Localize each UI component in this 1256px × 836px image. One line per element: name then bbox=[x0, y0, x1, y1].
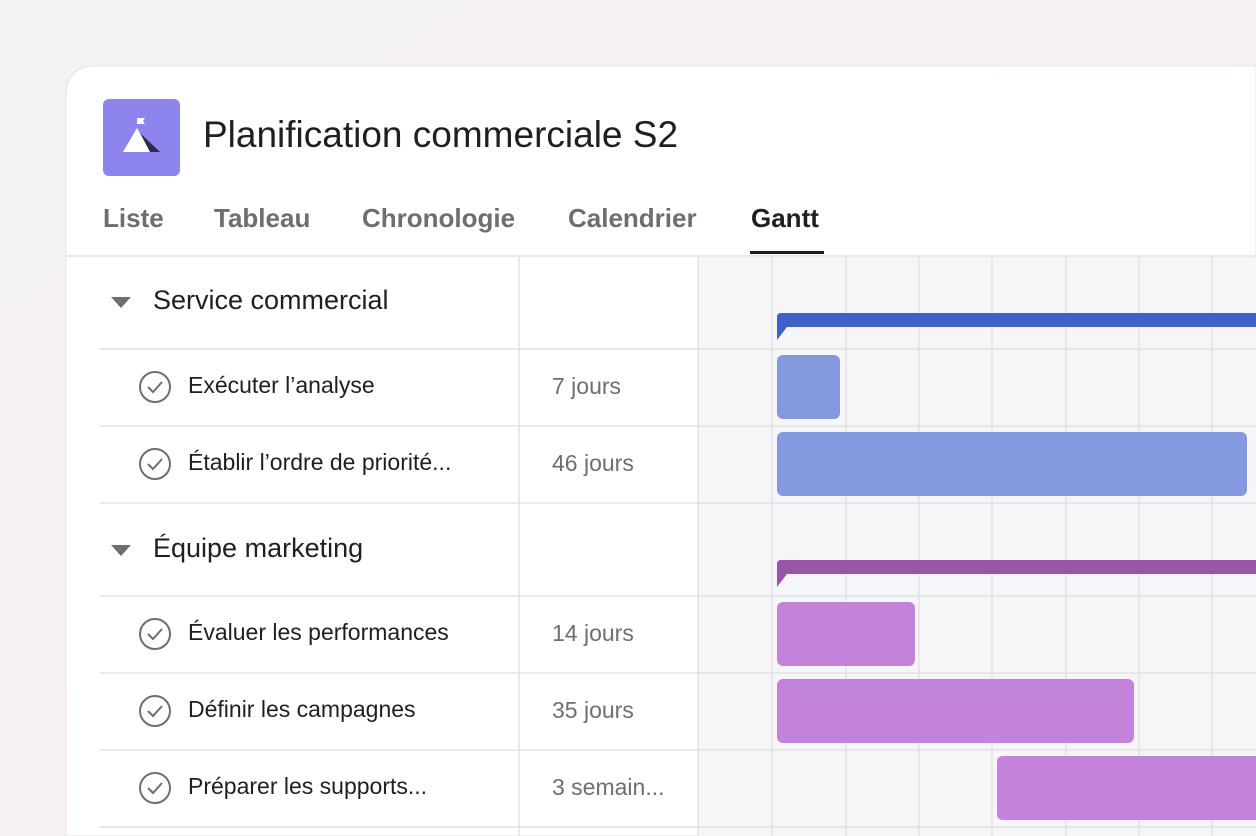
section-name: Service commercial bbox=[153, 285, 389, 315]
task-name: Préparer les supports... bbox=[188, 773, 427, 799]
project-title: Planification commerciale S2 bbox=[203, 114, 678, 155]
task-duration: 35 jours bbox=[552, 697, 634, 723]
row-dividers bbox=[99, 348, 1256, 828]
task-bar[interactable] bbox=[777, 679, 1134, 743]
task-bar[interactable] bbox=[997, 756, 1256, 820]
task-bar[interactable] bbox=[777, 602, 915, 666]
icon-mountain bbox=[123, 128, 151, 152]
tab[interactable]: Calendrier bbox=[568, 203, 697, 233]
task-duration: 14 jours bbox=[552, 620, 634, 646]
gantt-area bbox=[698, 257, 1256, 836]
check-icon[interactable] bbox=[139, 695, 171, 727]
task-name: Exécuter l’analyse bbox=[188, 372, 375, 398]
tab[interactable]: Liste bbox=[103, 203, 164, 233]
icon-flag bbox=[137, 118, 145, 128]
collapse-arrow[interactable] bbox=[111, 297, 131, 308]
task-bar[interactable] bbox=[777, 355, 840, 419]
tab[interactable]: Tableau bbox=[214, 203, 310, 233]
task-duration: 3 semain... bbox=[552, 774, 665, 800]
section-bar bbox=[777, 560, 1256, 587]
tab-active[interactable]: Gantt bbox=[751, 203, 819, 233]
check-icon[interactable] bbox=[139, 618, 171, 650]
task-bar[interactable] bbox=[777, 432, 1247, 496]
task-duration: 46 jours bbox=[552, 450, 634, 476]
tab[interactable]: Chronologie bbox=[362, 203, 515, 233]
section-name: Équipe marketing bbox=[153, 533, 363, 563]
task-name: Établir l’ordre de priorité... bbox=[188, 449, 451, 475]
task-name: Définir les campagnes bbox=[188, 696, 416, 722]
tab-underline bbox=[750, 251, 824, 254]
task-name: Évaluer les performances bbox=[188, 619, 449, 645]
check-icon[interactable] bbox=[139, 371, 171, 403]
task-duration: 7 jours bbox=[552, 373, 621, 399]
section-bar bbox=[777, 313, 1256, 340]
icon-mountain-shade bbox=[140, 133, 160, 152]
check-icon[interactable] bbox=[139, 448, 171, 480]
check-icon[interactable] bbox=[139, 772, 171, 804]
collapse-arrow[interactable] bbox=[111, 545, 131, 556]
